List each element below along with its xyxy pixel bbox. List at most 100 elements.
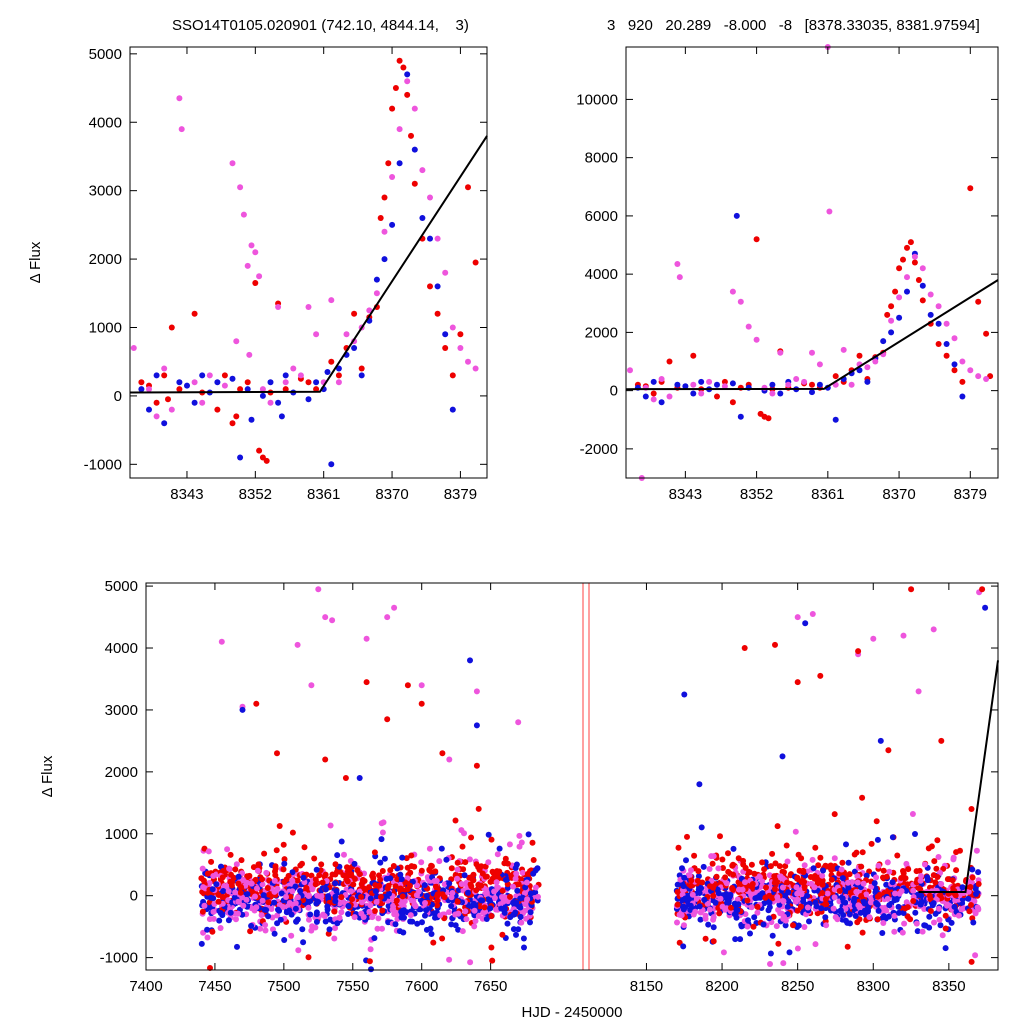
data-point — [965, 888, 972, 895]
data-point — [935, 303, 942, 310]
data-point — [935, 905, 942, 912]
data-point — [335, 372, 342, 379]
data-point — [725, 898, 732, 905]
data-point — [371, 849, 378, 856]
data-point — [944, 902, 950, 909]
data-point — [845, 884, 852, 891]
data-point — [733, 212, 740, 219]
data-point — [313, 866, 320, 873]
data-point — [753, 336, 760, 343]
data-point — [928, 843, 935, 850]
data-point — [260, 892, 267, 899]
data-point — [894, 852, 901, 859]
data-point — [313, 900, 320, 907]
data-point — [228, 882, 235, 889]
data-point — [286, 907, 293, 914]
data-point — [210, 908, 217, 915]
plot-frame — [625, 46, 999, 479]
data-point — [889, 879, 896, 886]
data-point — [411, 146, 418, 153]
data-point — [745, 917, 751, 924]
data-point — [967, 185, 974, 192]
data-point — [751, 914, 758, 921]
data-point — [452, 922, 459, 929]
data-point — [305, 396, 312, 403]
data-point — [468, 875, 475, 882]
data-point — [389, 105, 396, 112]
data-point — [683, 857, 689, 864]
data-point — [449, 372, 456, 379]
data-point — [748, 904, 755, 911]
data-point — [521, 890, 528, 897]
data-point — [449, 406, 456, 413]
x-tick-label: 8379 — [954, 486, 987, 503]
data-point — [779, 884, 786, 891]
data-point — [201, 845, 208, 852]
data-point — [839, 859, 846, 866]
data-point — [466, 856, 473, 863]
data-point — [263, 869, 270, 876]
data-point — [792, 898, 799, 905]
data-point — [786, 949, 793, 956]
data-point — [446, 880, 453, 887]
data-point — [714, 381, 720, 388]
data-point — [530, 857, 537, 863]
data-point — [419, 167, 426, 174]
data-point — [275, 399, 282, 406]
data-point — [689, 891, 696, 898]
data-point — [455, 926, 462, 933]
data-point — [730, 845, 737, 852]
data-point — [283, 894, 289, 900]
data-point — [342, 775, 349, 781]
data-point — [427, 283, 433, 290]
data-point — [282, 386, 289, 393]
data-point — [798, 903, 804, 910]
data-point — [766, 899, 773, 906]
data-point — [383, 875, 390, 882]
data-point — [851, 868, 858, 875]
data-point — [392, 883, 399, 890]
data-point — [384, 885, 391, 892]
data-point — [919, 928, 926, 935]
data-point — [345, 867, 352, 874]
data-point — [359, 899, 365, 906]
data-point — [254, 885, 260, 892]
data-point — [434, 902, 441, 909]
y-tick-label: 3000 — [89, 183, 122, 200]
data-point — [864, 378, 871, 385]
y-tick-label: -1000 — [100, 950, 138, 967]
data-point — [804, 892, 811, 899]
data-point — [379, 829, 386, 836]
x-tick-label: 8343 — [669, 486, 702, 503]
data-point — [209, 928, 216, 935]
data-point — [328, 461, 335, 468]
data-point — [478, 882, 485, 889]
data-point — [927, 908, 934, 914]
data-point — [334, 920, 341, 927]
data-point — [775, 897, 782, 904]
data-point — [658, 399, 665, 406]
data-point — [265, 913, 272, 920]
data-point — [299, 860, 305, 867]
data-point — [935, 320, 942, 327]
data-point — [176, 386, 183, 393]
data-point — [720, 865, 726, 871]
data-point — [738, 923, 745, 930]
data-point — [828, 876, 835, 883]
data-point — [525, 831, 532, 838]
data-point — [855, 648, 862, 655]
data-point — [742, 879, 748, 886]
data-point — [900, 868, 906, 874]
data-point — [335, 379, 342, 386]
data-point — [372, 882, 379, 889]
data-point — [937, 922, 944, 929]
data-point — [769, 932, 776, 939]
data-point — [130, 345, 137, 351]
data-point — [516, 832, 523, 839]
data-point — [510, 899, 517, 906]
data-point — [684, 833, 690, 840]
data-point — [252, 893, 258, 900]
data-point — [938, 881, 945, 887]
data-point — [351, 860, 358, 867]
data-point — [715, 865, 722, 872]
